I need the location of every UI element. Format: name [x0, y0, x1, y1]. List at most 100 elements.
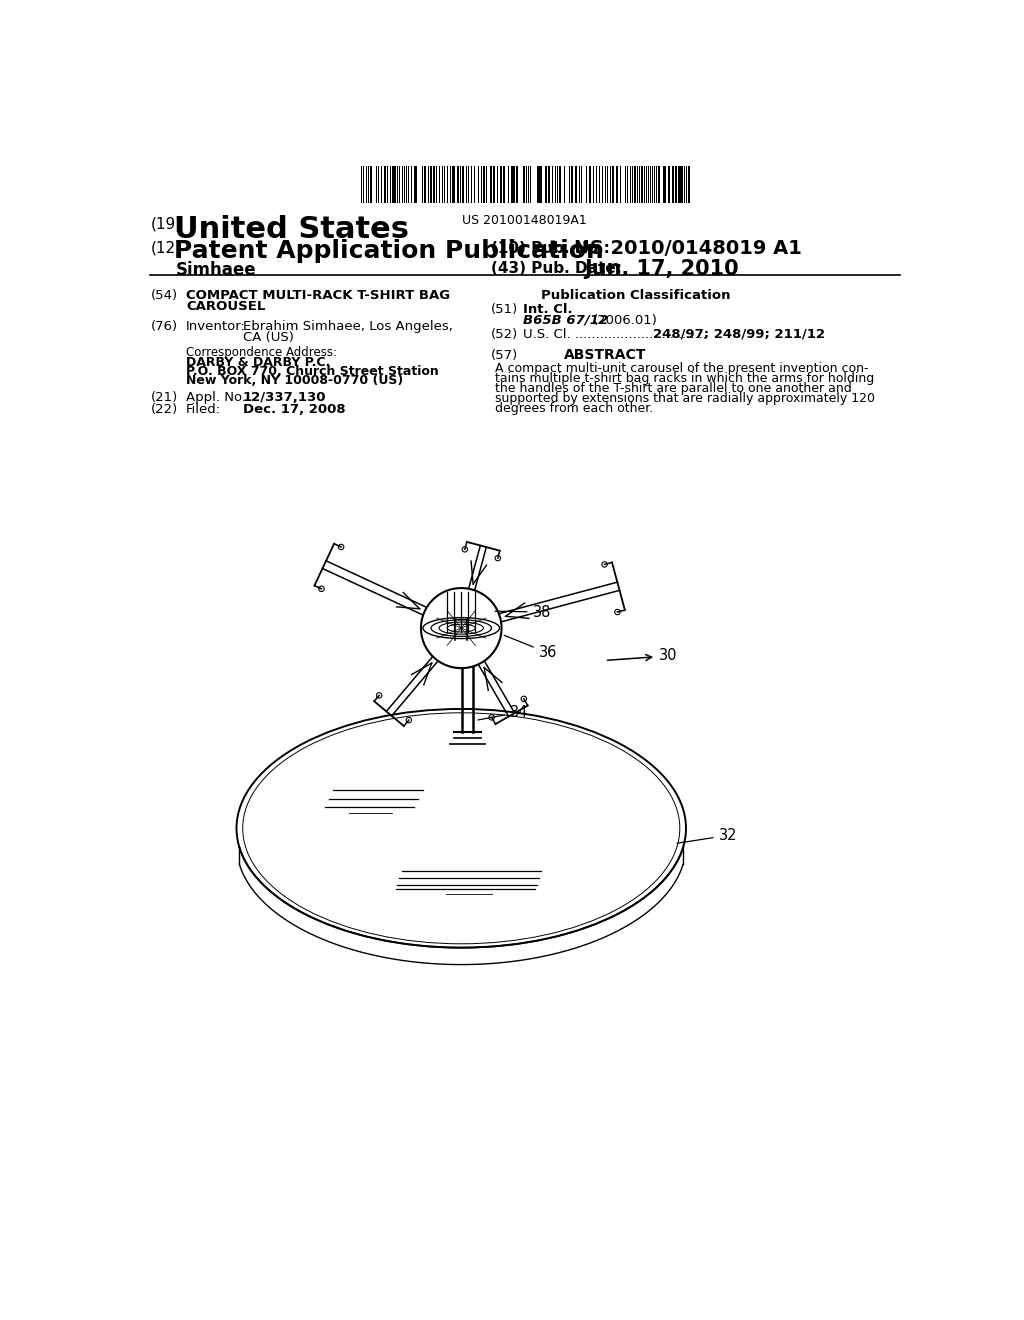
Bar — [563, 166, 565, 203]
Bar — [462, 166, 464, 203]
Bar — [474, 166, 475, 203]
Text: ABSTRACT: ABSTRACT — [564, 348, 647, 362]
Bar — [559, 166, 561, 203]
Text: (19): (19) — [152, 216, 182, 231]
Bar — [381, 166, 382, 203]
Text: degrees from each other.: degrees from each other. — [495, 401, 653, 414]
Text: (57): (57) — [490, 350, 518, 363]
Bar — [508, 166, 509, 203]
Text: Simhaee: Simhaee — [176, 261, 257, 279]
Bar — [401, 166, 403, 203]
Text: (52): (52) — [490, 327, 518, 341]
Bar — [430, 166, 432, 203]
Bar — [458, 166, 459, 203]
Bar — [538, 166, 540, 203]
Bar — [384, 166, 386, 203]
Text: Int. Cl.: Int. Cl. — [523, 304, 572, 317]
Bar — [500, 166, 503, 203]
Text: B65B 67/12: B65B 67/12 — [523, 314, 608, 327]
Bar — [571, 166, 572, 203]
Bar — [516, 166, 518, 203]
Text: (76): (76) — [152, 321, 178, 333]
Bar — [360, 166, 362, 203]
Bar — [672, 166, 674, 203]
Bar — [414, 166, 416, 203]
Bar — [497, 166, 499, 203]
Bar — [545, 166, 547, 203]
Bar — [541, 166, 542, 203]
Bar — [581, 166, 583, 203]
Bar — [480, 166, 482, 203]
Bar — [575, 166, 577, 203]
Bar — [503, 166, 506, 203]
Bar — [428, 166, 429, 203]
Text: 34: 34 — [478, 705, 528, 719]
Text: Correspondence Address:: Correspondence Address: — [186, 346, 337, 359]
Bar — [433, 166, 435, 203]
Bar — [493, 166, 495, 203]
Text: 32: 32 — [677, 828, 737, 843]
Text: 36: 36 — [504, 635, 557, 660]
Bar — [589, 166, 591, 203]
Text: US 2010/0148019 A1: US 2010/0148019 A1 — [573, 239, 802, 259]
Text: A compact multi-unit carousel of the present invention con-: A compact multi-unit carousel of the pre… — [495, 362, 868, 375]
Text: (51): (51) — [490, 304, 518, 317]
Text: CAROUSEL: CAROUSEL — [186, 300, 265, 313]
Bar — [632, 166, 633, 203]
Text: COMPACT MULTI-RACK T-SHIRT BAG: COMPACT MULTI-RACK T-SHIRT BAG — [186, 289, 451, 302]
Bar — [665, 166, 666, 203]
Bar — [435, 166, 437, 203]
Text: Publication Classification: Publication Classification — [541, 289, 730, 302]
Bar — [641, 166, 643, 203]
Bar — [523, 166, 524, 203]
Bar — [675, 166, 678, 203]
Bar — [552, 166, 554, 203]
Bar — [489, 166, 493, 203]
Bar — [681, 166, 683, 203]
Bar — [512, 166, 515, 203]
Bar — [652, 166, 653, 203]
Text: 30: 30 — [607, 648, 677, 664]
Text: the handles of the T-shirt are parallel to one another and: the handles of the T-shirt are parallel … — [495, 381, 851, 395]
Text: United States: United States — [174, 215, 410, 244]
Text: (2006.01): (2006.01) — [593, 314, 657, 327]
Bar — [634, 166, 636, 203]
Bar — [477, 166, 479, 203]
Text: (10) Pub. No.:: (10) Pub. No.: — [490, 240, 609, 256]
Text: tains multiple t-shirt bag racks in which the arms for holding: tains multiple t-shirt bag racks in whic… — [495, 372, 873, 384]
Bar — [639, 166, 640, 203]
Bar — [403, 166, 406, 203]
Bar — [362, 166, 365, 203]
Text: (43) Pub. Date:: (43) Pub. Date: — [490, 261, 622, 276]
Bar — [438, 166, 440, 203]
Bar — [422, 166, 423, 203]
Text: US 20100148019A1: US 20100148019A1 — [463, 214, 587, 227]
Text: 12/337,130: 12/337,130 — [243, 391, 327, 404]
Bar — [366, 166, 368, 203]
Bar — [658, 166, 660, 203]
Text: 38: 38 — [495, 605, 551, 619]
Text: 248/97; 248/99; 211/12: 248/97; 248/99; 211/12 — [653, 327, 825, 341]
Bar — [471, 166, 472, 203]
Text: (12): (12) — [152, 240, 182, 256]
Bar — [687, 166, 690, 203]
Text: (22): (22) — [152, 404, 178, 416]
Text: Appl. No.:: Appl. No.: — [186, 391, 251, 404]
Text: Inventor:: Inventor: — [186, 321, 246, 333]
Circle shape — [421, 589, 502, 668]
Bar — [611, 166, 614, 203]
Text: (21): (21) — [152, 391, 178, 404]
Text: Dec. 17, 2008: Dec. 17, 2008 — [243, 404, 345, 416]
Text: Jun. 17, 2010: Jun. 17, 2010 — [584, 259, 738, 280]
Bar — [678, 166, 681, 203]
Text: Patent Application Publication: Patent Application Publication — [174, 239, 604, 263]
Text: DARBY & DARBY P.C.: DARBY & DARBY P.C. — [186, 355, 331, 368]
Text: CA (US): CA (US) — [243, 331, 294, 345]
Text: P.O. BOX 770, Church Street Station: P.O. BOX 770, Church Street Station — [186, 364, 439, 378]
Bar — [452, 166, 454, 203]
Bar — [483, 166, 484, 203]
Bar — [525, 166, 527, 203]
Text: New York, NY 10008-0770 (US): New York, NY 10008-0770 (US) — [186, 374, 403, 387]
Bar — [625, 166, 627, 203]
Bar — [669, 166, 670, 203]
